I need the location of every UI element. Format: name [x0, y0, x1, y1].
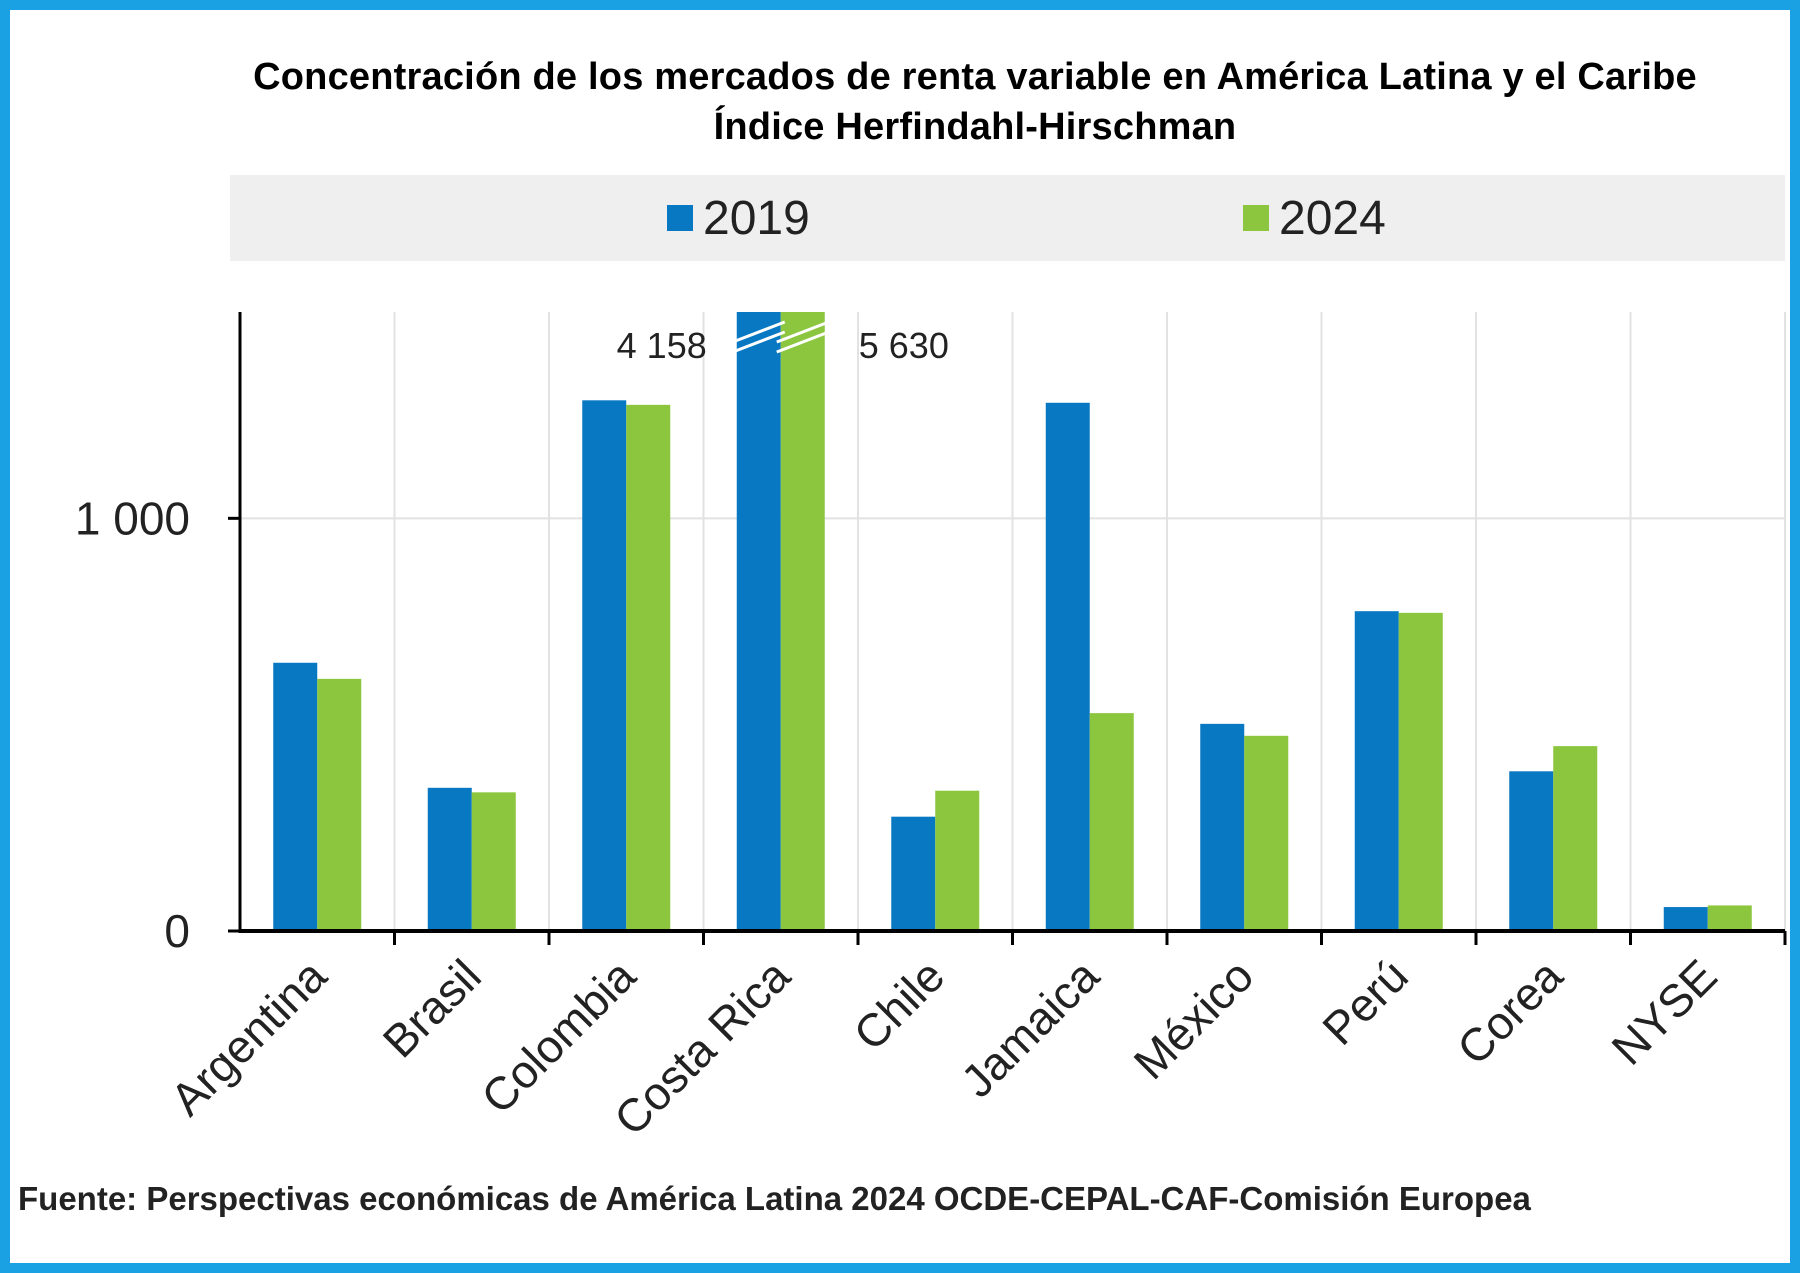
bar-2024-colombia	[626, 404, 671, 932]
legend-swatch-2024	[1243, 205, 1269, 231]
bar-2024-perú	[1398, 612, 1443, 931]
x-tick-label: Argentina	[160, 949, 336, 1125]
y-tick-label: 1 000	[75, 492, 190, 544]
bar-2019-brasil	[427, 787, 472, 931]
x-tick-label: Brasil	[373, 949, 491, 1067]
axis-break-mark	[732, 330, 786, 354]
axis-break-mark	[776, 330, 830, 354]
bar-2024-jamaica	[1089, 713, 1134, 931]
bar-2019-colombia	[582, 400, 627, 931]
axis-break-mark	[776, 320, 830, 344]
legend-label-2024: 2024	[1279, 191, 1386, 245]
chart-subtitle: Índice Herfindahl-Hirschman	[713, 106, 1237, 148]
x-tick-label: NYSE	[1601, 949, 1726, 1074]
chart-title: Concentración de los mercados de renta v…	[253, 56, 1697, 98]
bar-2019-chile	[891, 816, 936, 931]
bar-2024-corea	[1553, 746, 1598, 931]
data-label-2019-costa-rica: 4 158	[617, 325, 707, 366]
bar-2024-argentina	[317, 678, 362, 931]
bar-2024-brasil	[471, 792, 516, 931]
y-tick-label: 0	[164, 905, 190, 957]
x-tick-label: Chile	[843, 949, 954, 1060]
legend-swatch-2019	[667, 205, 693, 231]
bar-2019-costa-rica	[736, 312, 781, 931]
x-tick-label: Perú	[1312, 949, 1417, 1054]
legend: 2019 2024	[230, 175, 1785, 261]
bar-2019-méxico	[1200, 723, 1245, 931]
source-note: Fuente: Perspectivas económicas de Améri…	[18, 1180, 1531, 1217]
bar-2019-jamaica	[1045, 402, 1090, 932]
bar-2024-costa-rica	[780, 312, 825, 931]
x-tick-label: Corea	[1447, 949, 1573, 1075]
x-tick-label: Jamaica	[951, 949, 1109, 1107]
bar-2019-perú	[1354, 611, 1399, 931]
bar-2024-méxico	[1244, 735, 1289, 931]
bar-2019-corea	[1509, 771, 1554, 931]
axis-break-mark	[732, 320, 786, 344]
data-label-2024-costa-rica: 5 630	[859, 325, 949, 366]
bar-2019-argentina	[273, 662, 318, 931]
x-tick-label: México	[1124, 949, 1264, 1089]
legend-item-2019: 2019	[667, 175, 810, 261]
bar-2024-chile	[935, 790, 980, 931]
bar-2024-nyse	[1707, 905, 1752, 931]
legend-label-2019: 2019	[703, 191, 810, 245]
legend-item-2024: 2024	[1243, 175, 1386, 261]
bar-2019-nyse	[1663, 907, 1708, 931]
